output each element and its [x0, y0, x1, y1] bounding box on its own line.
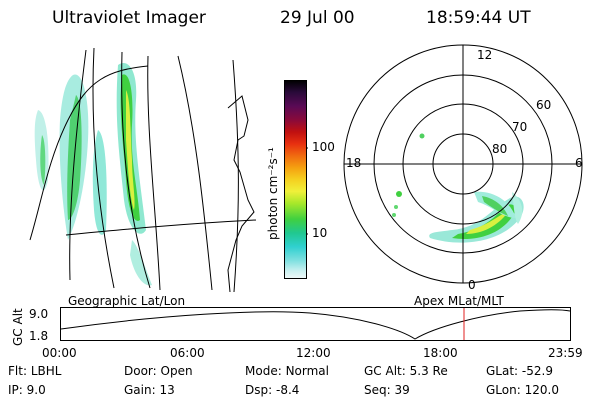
info-flt-value: LBHL [30, 364, 62, 378]
info-dsp: Dsp: -8.4 [245, 383, 299, 397]
info-seq: Seq: 39 [364, 383, 410, 397]
info-door-label: Door: [124, 364, 157, 378]
info-seq-value: 39 [394, 383, 410, 397]
aurora-emission-polar [392, 133, 524, 243]
altitude-curve [60, 309, 571, 340]
info-dsp-label: Dsp: [245, 383, 273, 397]
info-glat: GLat: -52.9 [486, 364, 553, 378]
mlat-label-70: 70 [512, 120, 528, 134]
altitude-timeline [60, 307, 571, 341]
info-mode: Mode: Normal [245, 364, 329, 378]
info-ip: IP: 9.0 [8, 383, 46, 397]
mlat-label-80: 80 [492, 142, 508, 156]
info-dsp-value: -8.4 [275, 383, 300, 397]
mlt-label-12: 12 [477, 48, 493, 62]
aurora-emission-geographic [34, 63, 152, 286]
geographic-image-panel [29, 47, 257, 292]
colorbar-tick-10: 10 [312, 226, 328, 240]
polar-plot [343, 44, 583, 284]
instrument-title: Ultraviolet Imager [52, 8, 206, 28]
colorbar [284, 80, 308, 279]
apex-label: Apex MLat/MLT [414, 294, 504, 308]
gc-alt-axis-label: GC Alt [11, 308, 25, 346]
time-tick-1800: 18:00 [423, 346, 458, 360]
mlt-label-18: 18 [346, 156, 362, 170]
mlt-label-0: 0 [468, 278, 476, 292]
time-tick-0600: 06:00 [170, 346, 205, 360]
alt-tick-1.8: 1.8 [29, 329, 49, 343]
info-glat-value: -52.9 [521, 364, 553, 378]
info-gc-alt-label: GC Alt: [364, 364, 406, 378]
alt-tick-9: 9.0 [29, 307, 49, 321]
mlat-label-60: 60 [536, 98, 552, 112]
time-tick-0000: 00:00 [42, 346, 77, 360]
coastline [29, 65, 255, 292]
info-flt-label: Flt: [8, 364, 27, 378]
info-glat-label: GLat: [486, 364, 519, 378]
time-label: 18:59:44 UT [426, 8, 531, 28]
info-flt: Flt: LBHL [8, 364, 61, 378]
info-mode-label: Mode: [245, 364, 282, 378]
time-tick-2359: 23:59 [548, 346, 583, 360]
colorbar-unit-label: photon cm⁻²s⁻¹ [266, 147, 280, 240]
info-glon: GLon: 120.0 [486, 383, 559, 397]
info-seq-label: Seq: [364, 383, 391, 397]
info-gc-alt-value: 5.3 Re [409, 364, 448, 378]
info-gain: Gain: 13 [124, 383, 175, 397]
date-label: 29 Jul 00 [280, 8, 355, 28]
info-glon-value: 120.0 [524, 383, 559, 397]
info-glon-label: GLon: [486, 383, 521, 397]
info-door-value: Open [160, 364, 193, 378]
info-ip-label: IP: [8, 383, 23, 397]
info-mode-value: Normal [285, 364, 329, 378]
info-ip-value: 9.0 [26, 383, 46, 397]
info-gain-value: 13 [159, 383, 175, 397]
geographic-label: Geographic Lat/Lon [68, 294, 186, 308]
info-gc-alt: GC Alt: 5.3 Re [364, 364, 448, 378]
time-tick-1200: 12:00 [296, 346, 331, 360]
polar-grid [343, 44, 583, 284]
colorbar-tick-100: 100 [312, 140, 335, 154]
mlt-label-6: 6 [575, 156, 583, 170]
info-gain-label: Gain: [124, 383, 156, 397]
geo-grid-lines [65, 47, 257, 292]
info-door: Door: Open [124, 364, 193, 378]
